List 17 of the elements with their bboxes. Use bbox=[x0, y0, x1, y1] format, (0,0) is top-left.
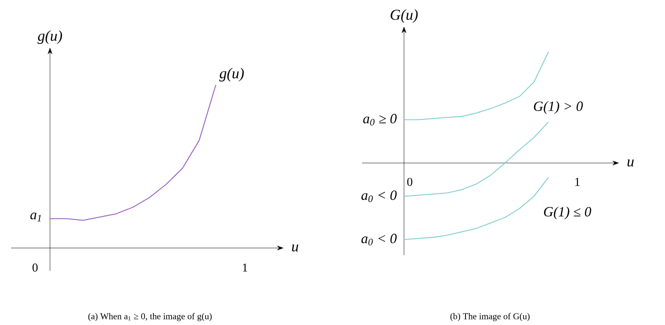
text: (b) The image of G(u) bbox=[450, 312, 530, 322]
text: 1 bbox=[575, 178, 580, 186]
annotation: G(1) > 0 bbox=[534, 101, 583, 114]
text: (a) When a$_{1}$ ≥ 0, the image of g(u) bbox=[88, 312, 212, 322]
series-label: g(u) bbox=[219, 68, 244, 82]
x-axis-title: u bbox=[628, 159, 634, 167]
y-axis-title: G(u) bbox=[390, 9, 418, 23]
text: a$_{0}$ < 0 bbox=[361, 234, 397, 246]
text: a$_{0}$ ≥ 0 bbox=[363, 114, 397, 126]
text: a$_{1}$ bbox=[30, 212, 41, 222]
text: 1 bbox=[242, 264, 248, 272]
x-axis-title: u bbox=[292, 244, 298, 252]
annotation: G(1) ≤ 0 bbox=[544, 206, 592, 220]
y-axis-title: g(u) bbox=[38, 30, 62, 44]
annotation: 0 bbox=[407, 178, 412, 186]
text: 0 bbox=[32, 264, 38, 272]
text: a$_{0}$ < 0 bbox=[361, 190, 397, 202]
